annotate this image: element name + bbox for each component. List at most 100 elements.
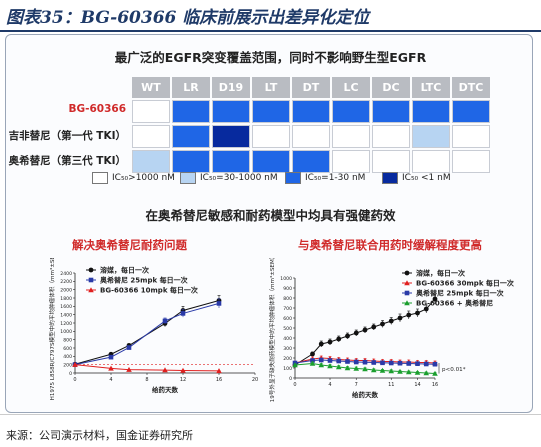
data-point	[406, 361, 412, 366]
legend-swatch	[92, 172, 108, 184]
column-header-d19: D19	[212, 77, 250, 98]
y-tick-label: 1000	[60, 329, 72, 335]
heatmap-cell	[172, 150, 210, 173]
data-point	[415, 310, 420, 316]
heatmap-cell	[132, 125, 170, 148]
title-bar: 图表35：BG-60366 临床前展示出差异化定位	[0, 0, 541, 32]
legend-entry: 奥希替尼 25mpk 每日一次	[416, 289, 504, 298]
series-line	[294, 359, 436, 365]
legend-entry: 溶媒，每日一次	[100, 266, 149, 275]
heatmap-cell	[212, 125, 250, 148]
footer: 来源：公司演示材料，国金证券研究所	[0, 414, 541, 447]
x-tick-label: 4	[109, 377, 112, 383]
y-tick-label: 400	[63, 354, 72, 360]
data-point	[388, 368, 395, 374]
heatmap-table: WT LR D19 LT DT LC DC LTC DTC	[130, 75, 492, 175]
data-point	[388, 318, 394, 324]
y-tick-label: 400	[283, 336, 292, 342]
column-header-wt: WT	[132, 77, 170, 98]
y-tick-label: 1000	[280, 276, 292, 282]
data-point	[318, 341, 324, 347]
legend-swatch	[285, 172, 301, 184]
legend-swatch	[382, 172, 398, 184]
heatmap-cell	[132, 100, 170, 123]
series-line	[294, 362, 436, 374]
series-line	[294, 298, 436, 366]
data-point	[336, 336, 342, 342]
data-point	[180, 311, 186, 316]
legend-swatch	[180, 172, 196, 184]
data-point	[405, 369, 412, 375]
y-tick-label: 100	[283, 366, 292, 372]
y-tick-label: 1600	[60, 304, 72, 310]
data-point	[88, 287, 94, 293]
data-point	[292, 362, 298, 368]
y-tick-label: 1800	[60, 296, 72, 302]
y-tick-label: 800	[63, 337, 72, 343]
x-tick-label: 11	[388, 382, 394, 388]
y-tick-label: 2200	[60, 279, 72, 285]
x-axis-label: 给药天数	[352, 390, 379, 399]
data-point	[88, 267, 94, 273]
heatmap-row-label: 吉非替尼（第一代 TKI）	[8, 130, 126, 142]
data-point	[327, 358, 333, 363]
column-header-lr: LR	[172, 77, 210, 98]
heatmap-row-label: BG-60366	[68, 103, 126, 115]
heatmap-row	[132, 125, 490, 148]
heatmap-cell	[252, 100, 290, 123]
heatmap-cell	[452, 100, 490, 123]
y-tick-label: 600	[283, 316, 292, 322]
heatmap-cell	[452, 125, 490, 148]
column-header-dt: DT	[292, 77, 330, 98]
heatmap-cell	[332, 100, 370, 123]
x-tick-label: 7	[355, 382, 358, 388]
heatmap-cell	[372, 150, 410, 173]
legend-key: IC₅₀ <1 nM	[382, 172, 451, 184]
data-point	[126, 366, 132, 372]
data-point	[345, 359, 350, 364]
data-point	[353, 330, 359, 336]
heatmap-cell	[372, 125, 410, 148]
legend-key: IC₅₀>1000 nM	[92, 172, 175, 184]
y-tick-label: 800	[283, 296, 292, 302]
data-point	[397, 360, 403, 366]
heatmap-cell	[292, 125, 330, 148]
y-tick-label: 200	[283, 356, 292, 362]
y-tick-label: 900	[283, 286, 292, 292]
left-chart-subtitle: 解决奥希替尼耐药问题	[72, 238, 187, 252]
legend-entry: BG-60366 + 奥希替尼	[416, 299, 493, 308]
data-point	[404, 290, 410, 296]
data-point	[108, 354, 114, 360]
data-point	[371, 360, 377, 365]
data-point	[406, 312, 412, 318]
y-tick-label: 1200	[60, 321, 72, 327]
heatmap-title: 最广泛的EGFR突变覆盖范围，同时不影响野生型EGFR	[114, 50, 427, 65]
data-point	[380, 321, 385, 327]
data-point	[432, 370, 438, 376]
y-tick-label: 600	[63, 346, 72, 352]
heatmap-cell	[172, 125, 210, 148]
data-point	[327, 339, 333, 345]
data-point	[310, 351, 315, 357]
y-tick-label: 2400	[60, 271, 72, 277]
legend-entry: BG-60366 10mpk 每日一次	[100, 286, 198, 295]
data-point	[432, 361, 438, 367]
section-title: 在奥希替尼敏感和耐药模型中均具有强健药效	[145, 208, 396, 223]
data-point	[423, 361, 429, 367]
data-point	[362, 327, 368, 333]
data-point	[318, 357, 324, 363]
x-tick-label: 0	[73, 377, 76, 383]
y-tick-label: 0	[289, 376, 292, 382]
data-point	[327, 363, 333, 369]
legend-label: IC₅₀ <1 nM	[402, 173, 451, 183]
series-line	[74, 364, 220, 372]
y-tick-label: 2000	[60, 287, 72, 293]
data-point	[362, 366, 368, 372]
column-header-dc: DC	[372, 77, 410, 98]
data-point	[309, 360, 316, 366]
data-point	[310, 358, 315, 363]
data-point	[335, 364, 342, 370]
column-header-lc: LC	[332, 77, 370, 98]
data-point	[415, 361, 420, 366]
y-axis-label: H1975 L858R/C797S模型中的平均肿瘤体积（mm³±SEM）	[48, 258, 56, 400]
